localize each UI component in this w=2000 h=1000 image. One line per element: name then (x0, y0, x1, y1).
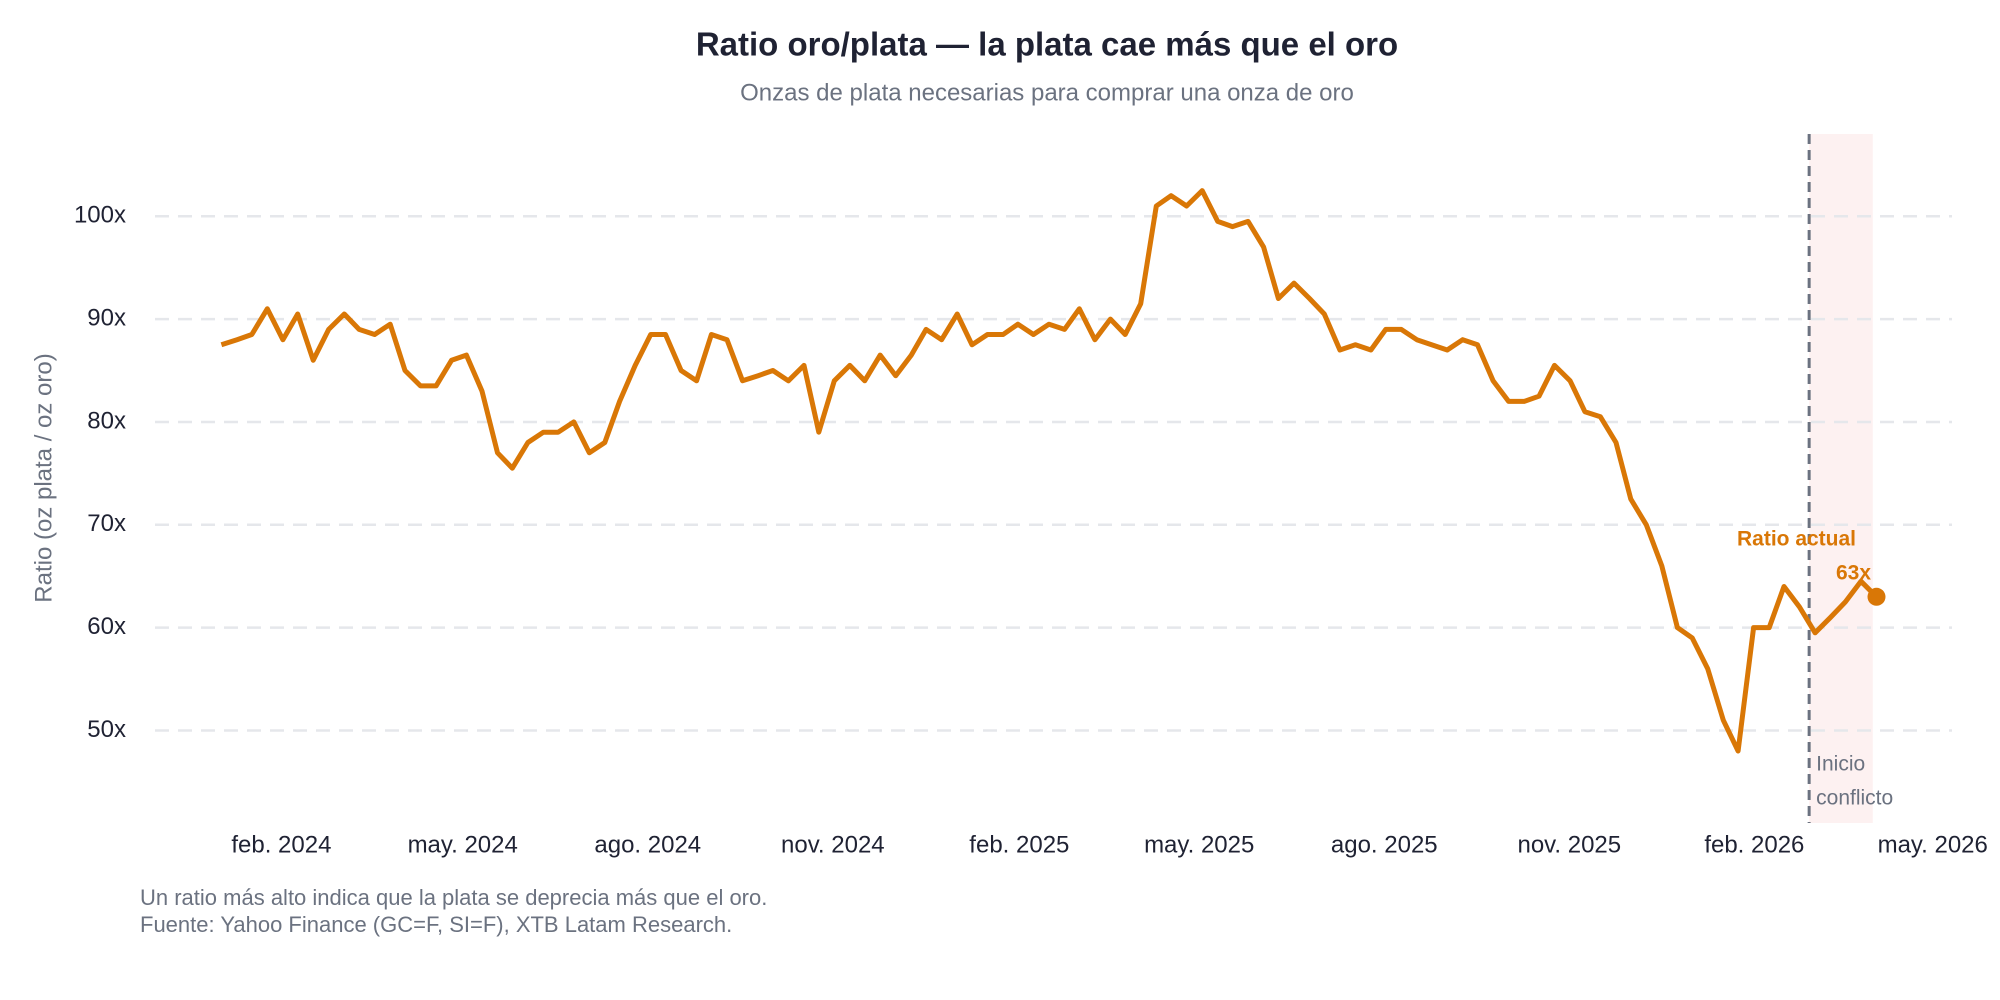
event-label: conflicto (1816, 787, 1893, 810)
y-tick-label: 70x (87, 510, 126, 537)
y-tick-label: 50x (87, 716, 126, 743)
x-tick-label: feb. 2024 (231, 831, 331, 858)
current-marker (1867, 587, 1886, 606)
source: Fuente: Yahoo Finance (GC=F, SI=F), XTB … (140, 912, 732, 937)
x-tick-label: ago. 2024 (594, 831, 701, 858)
x-tick-label: nov. 2024 (781, 831, 885, 858)
x-tick-label: feb. 2026 (1704, 831, 1804, 858)
x-tick-label: ago. 2025 (1331, 831, 1438, 858)
event-label: Inicio (1816, 753, 1865, 776)
y-tick-label: 80x (87, 407, 126, 434)
y-tick-label: 90x (87, 304, 126, 331)
x-tick-label: nov. 2025 (1517, 831, 1621, 858)
x-tick-label: may. 2025 (1144, 831, 1254, 858)
y-tick-label: 60x (87, 613, 126, 640)
current-label: Ratio actual (1737, 527, 1856, 550)
x-tick-label: feb. 2025 (969, 831, 1069, 858)
current-value-label: 63x (1836, 561, 1871, 584)
footnote: Un ratio más alto indica que la plata se… (140, 885, 767, 910)
chart-title: Ratio oro/plata — la plata cae más que e… (696, 26, 1398, 63)
y-tick-label: 100x (74, 202, 126, 229)
y-axis-label: Ratio (oz plata / oz oro) (30, 353, 57, 602)
data-line (220, 188, 1879, 754)
x-tick-label: may. 2026 (1878, 831, 1988, 858)
event-shade (1809, 134, 1873, 823)
chart-subtitle: Onzas de plata necesarias para comprar u… (740, 79, 1354, 106)
x-tick-label: may. 2024 (408, 831, 518, 858)
